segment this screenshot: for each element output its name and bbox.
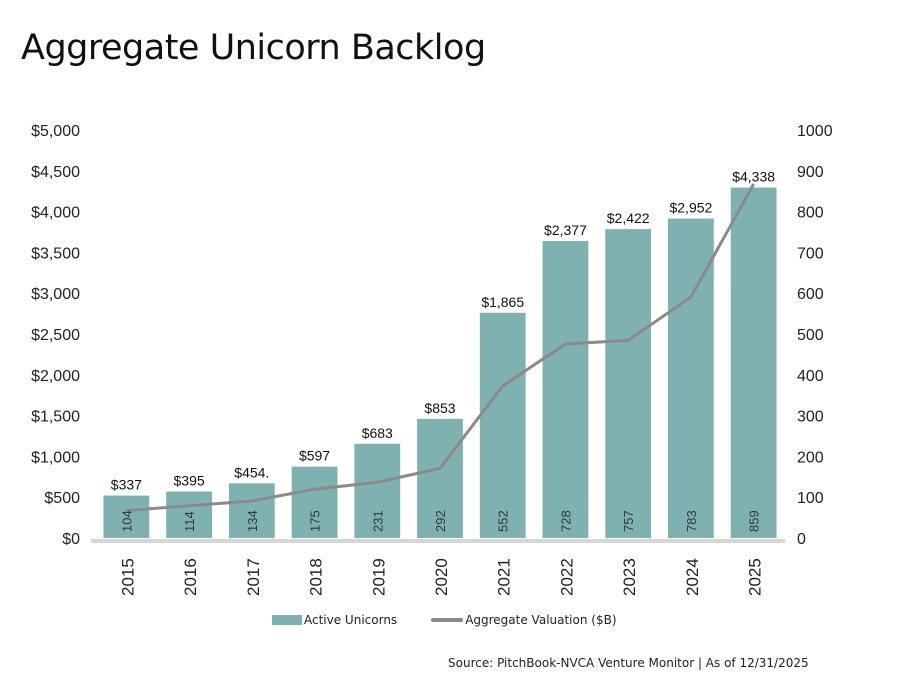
unicorn-count-label: 859 [747,510,762,532]
left-axis-tick-label: $500 [44,490,80,507]
unicorn-count-label: 757 [621,510,636,532]
bar-2025 [730,187,777,538]
chart-title: Aggregate Unicorn Backlog [21,28,486,68]
right-axis-tick-label: 800 [797,205,824,222]
valuation-data-label: $337 [111,477,142,493]
unicorn-count-label: 134 [245,510,260,532]
left-axis-tick-label: $3,500 [31,245,80,262]
unicorn-count-label: 728 [558,510,573,532]
valuation-data-label: $395 [174,472,205,488]
legend: Active Unicorns Aggregate Valuation ($B) [272,613,617,627]
unicorn-count-label: 114 [182,511,197,532]
unicorn-count-label: 104 [119,510,134,532]
unicorn-count-label: 175 [308,510,323,532]
valuation-data-label: $1,865 [481,294,524,310]
unicorn-count-label: 552 [496,510,511,532]
right-axis-tick-label: 500 [797,327,824,344]
x-axis-tick-label: 2017 [244,558,263,596]
x-axis-tick-label: 2020 [432,558,451,596]
valuation-data-label: $4,338 [732,169,775,185]
unicorn-count-label: 231 [370,510,385,532]
right-axis-tick-label: 200 [797,449,824,466]
valuation-data-label: $853 [424,400,455,416]
bar-2016 [166,491,212,538]
right-axis-tick-label: 300 [797,409,824,426]
x-axis-tick-label: 2025 [746,558,765,596]
left-axis-tick-label: $2,000 [31,368,80,385]
valuation-data-label: $2,377 [544,222,587,238]
unicorn-count-label: 292 [433,510,448,532]
bar-2019 [354,443,401,538]
legend-bar-swatch [272,615,302,625]
left-axis-tick-label: $1,000 [31,449,80,466]
source-note: Source: PitchBook-NVCA Venture Monitor |… [448,656,809,670]
x-axis-tick-label: 2021 [495,558,514,596]
valuation-data-label: $683 [362,425,393,441]
left-axis-tick-label: $4,500 [31,164,80,181]
unicorn-count-label: 783 [684,510,699,532]
bar-2023 [605,229,652,539]
right-axis-tick-label: 100 [797,490,824,507]
valuation-data-label: $454. [234,464,269,480]
legend-label-aggregate-valuation: Aggregate Valuation ($B) [465,613,617,627]
x-axis-tick-label: 2024 [683,558,702,596]
bar-2015 [103,495,150,538]
bar-2021 [479,312,526,538]
bar-2020 [417,418,463,538]
valuation-data-label: $597 [299,448,330,464]
valuation-data-label: $2,952 [669,200,712,216]
x-axis-tick-label: 2019 [369,558,388,596]
legend-label-active-unicorns: Active Unicorns [304,613,398,627]
x-axis-tick-label: 2018 [307,558,326,596]
right-axis-tick-label: 400 [797,368,824,385]
legend-line-swatch [431,618,464,622]
left-axis-tick-label: $3,000 [31,286,80,303]
x-axis-tick-label: 2015 [118,558,137,596]
right-axis-tick-label: 600 [797,286,824,303]
valuation-data-label: $2,422 [607,210,650,226]
bar-2018 [291,466,338,538]
bar-2017 [228,483,275,538]
left-axis-tick-label: $4,000 [31,205,80,222]
right-axis-tick-label: 700 [797,245,824,262]
right-axis-tick-label: 1000 [797,123,833,140]
x-axis-tick-label: 2016 [181,558,200,596]
x-axis-tick-label: 2022 [557,558,576,596]
x-axis-tick-label: 2023 [620,558,639,596]
left-axis-tick-label: $2,500 [31,327,80,344]
left-axis-tick-label: $0 [62,531,80,548]
right-axis-tick-label: 900 [797,164,824,181]
left-axis-tick-label: $1,500 [31,409,80,426]
right-axis-tick-label: 0 [797,531,806,548]
left-axis-tick-label: $5,000 [31,123,80,140]
bar-2022 [542,240,589,538]
